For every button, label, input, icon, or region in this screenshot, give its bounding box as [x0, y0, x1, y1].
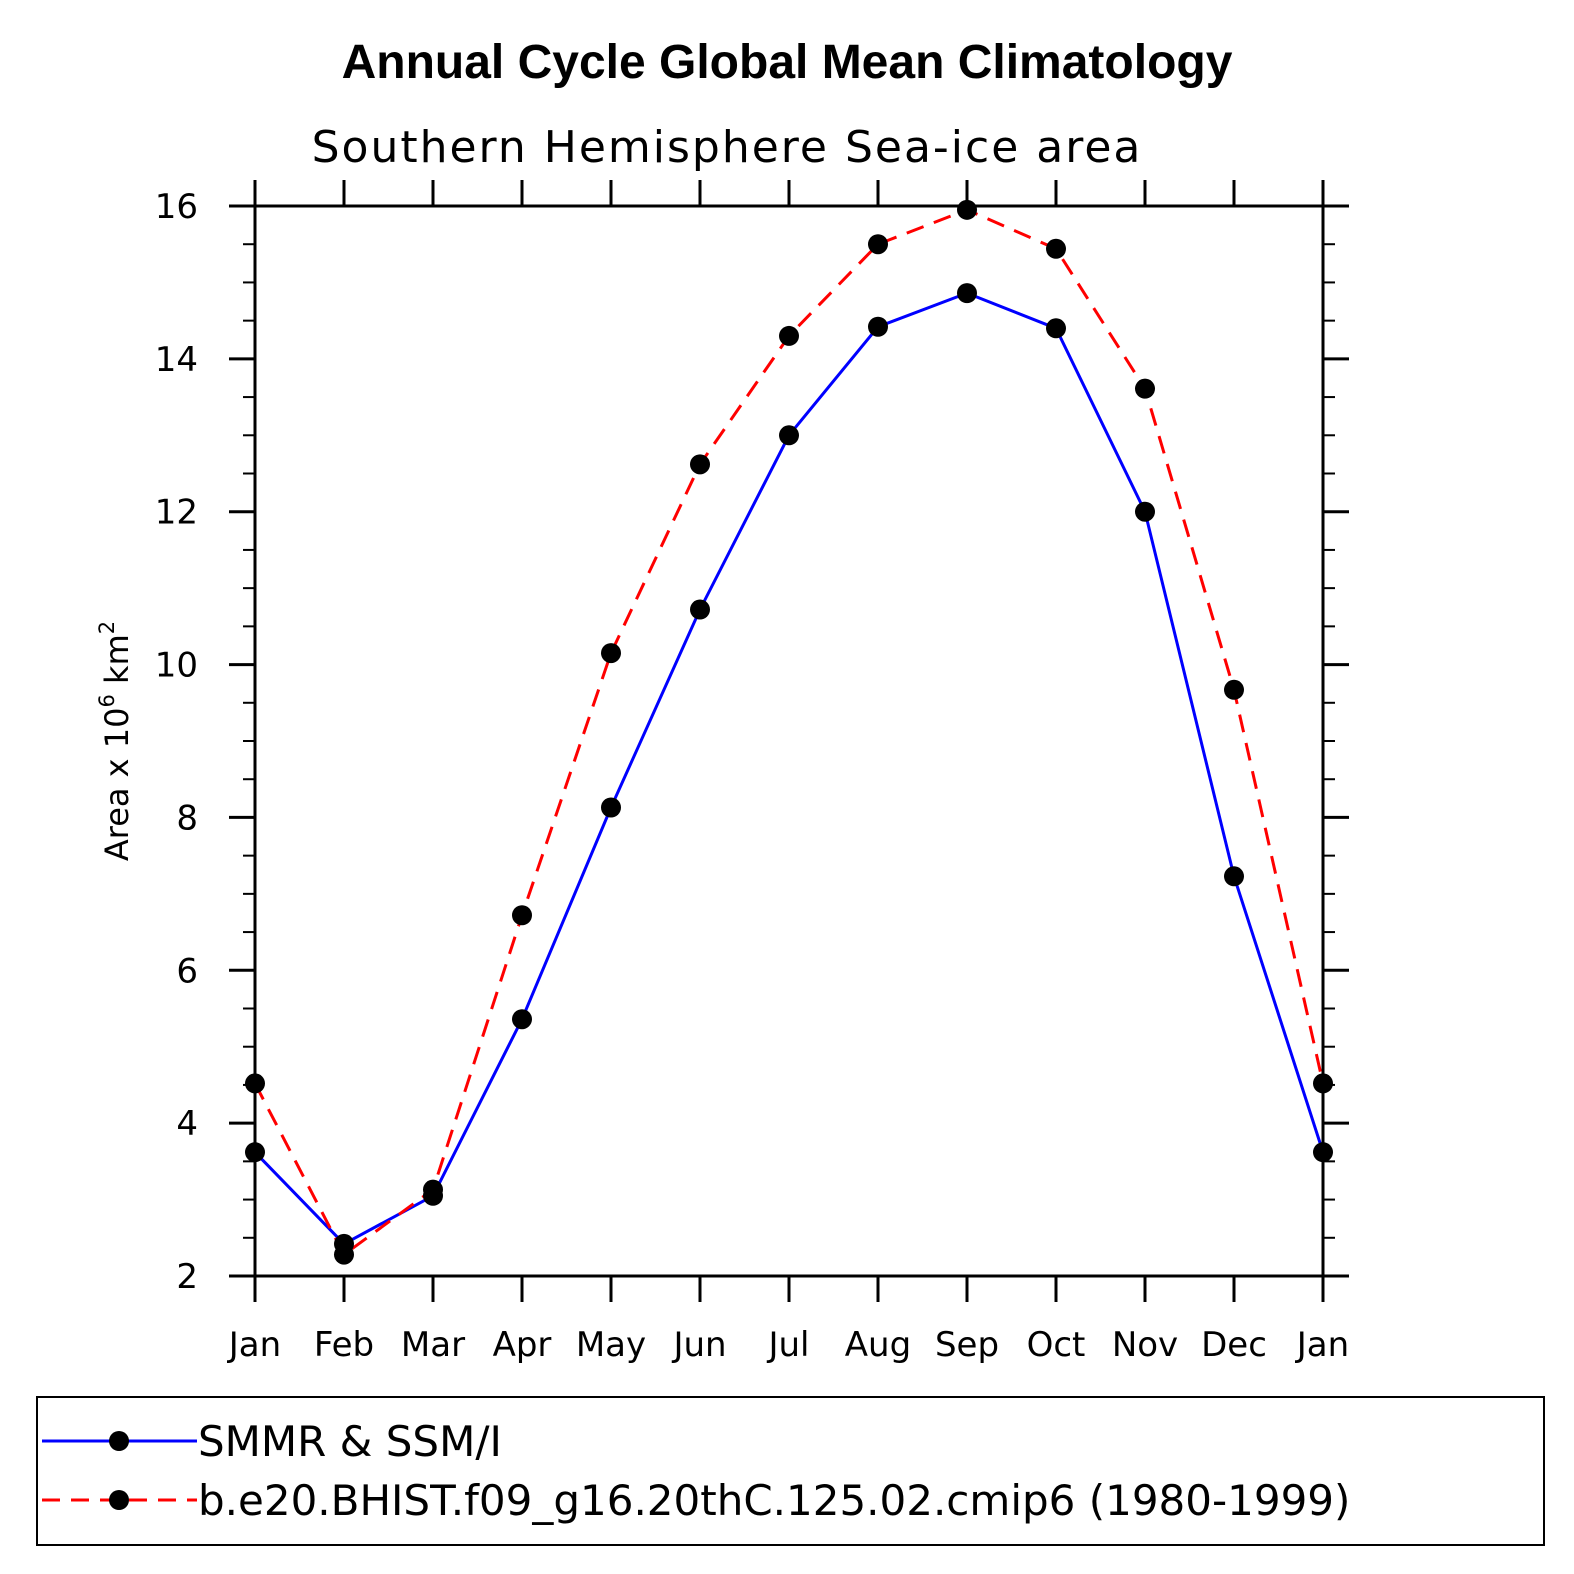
y-tick-label: 4 — [176, 1104, 198, 1144]
y-tick-label: 12 — [155, 493, 198, 533]
x-tick-label: Jun — [671, 1325, 726, 1365]
data-point-series-0 — [1224, 866, 1244, 887]
data-point-series-0 — [1046, 318, 1066, 339]
legend-box — [36, 1396, 1545, 1546]
x-tick-label: Mar — [401, 1325, 465, 1365]
y-tick-label: 16 — [155, 187, 198, 227]
y-axis-tick-labels: 2 4 6 8 10 12 14 16 — [155, 187, 198, 1297]
data-point-series-0 — [957, 283, 977, 304]
data-point-series-1 — [1224, 679, 1244, 700]
data-point-series-1 — [1313, 1073, 1333, 1094]
y-tick-label: 14 — [155, 340, 198, 380]
data-point-series-1 — [512, 905, 532, 926]
plot-frame — [253, 204, 1325, 1278]
data-point-series-0 — [868, 316, 888, 337]
chart-subtitle: Southern Hemisphere Sea-ice area — [312, 122, 1143, 173]
legend-marker-series-1 — [109, 1490, 129, 1510]
x-tick-label: Nov — [1112, 1325, 1178, 1365]
data-point-series-1 — [868, 234, 888, 255]
y-tick-label: 8 — [176, 798, 198, 838]
x-tick-label: Aug — [845, 1325, 911, 1365]
data-point-series-0 — [601, 797, 621, 818]
data-point-series-1 — [690, 454, 710, 475]
x-tick-label: Oct — [1027, 1325, 1086, 1365]
series-markers — [245, 199, 1333, 1265]
data-point-series-1 — [1135, 378, 1155, 399]
x-tick-label: Jul — [766, 1325, 809, 1365]
data-point-series-1 — [1046, 238, 1066, 259]
series-line-1 — [253, 208, 1325, 1257]
y-tick-label: 2 — [176, 1257, 198, 1297]
series-lines — [253, 208, 1325, 1257]
legend-label-series-1: b.e20.BHIST.f09_g16.20thC.125.02.cmip6 (… — [198, 1476, 1350, 1525]
data-point-series-0 — [1313, 1142, 1333, 1163]
data-point-series-1 — [601, 643, 621, 664]
y-axis-label-unit-exponent: 2 — [95, 621, 119, 634]
legend: SMMR & SSM/I b.e20.BHIST.f09_g16.20thC.1… — [36, 1396, 1545, 1546]
data-point-series-0 — [1135, 501, 1155, 522]
x-axis-tick-labels: Jan Feb Mar Apr May Jun Jul Aug Sep Oct Nov Dec Jan — [227, 1325, 1349, 1365]
data-point-series-0 — [779, 425, 799, 446]
x-tick-label: Jan — [1295, 1325, 1349, 1365]
legend-marker-series-0 — [109, 1431, 129, 1451]
x-tick-label: Dec — [1201, 1325, 1267, 1365]
data-point-series-0 — [512, 1009, 532, 1030]
data-point-series-0 — [690, 599, 710, 620]
data-point-series-1 — [245, 1073, 265, 1094]
y-axis-label-base: Area x 10 — [98, 707, 136, 861]
legend-label-series-0: SMMR & SSM/I — [198, 1417, 502, 1466]
y-axis-label: Area x 106 km2 — [95, 621, 136, 861]
y-tick-label: 10 — [155, 646, 198, 686]
data-point-series-1 — [423, 1179, 443, 1200]
chart-title: Annual Cycle Global Mean Climatology — [342, 36, 1233, 89]
y-axis-label-unit: km — [98, 634, 136, 694]
y-tick-label: 6 — [176, 951, 198, 991]
x-tick-label: Apr — [493, 1325, 552, 1365]
axis-ticks — [229, 180, 1349, 1302]
data-point-series-1 — [334, 1244, 354, 1265]
x-tick-label: Jan — [227, 1325, 281, 1365]
x-tick-label: May — [576, 1325, 646, 1365]
x-tick-label: Feb — [314, 1325, 374, 1365]
plot-area: Jan Feb Mar Apr May Jun Jul Aug Sep Oct Nov Dec Jan … — [155, 180, 1349, 1365]
data-point-series-1 — [957, 199, 977, 220]
y-axis-label-exponent: 6 — [95, 694, 119, 707]
data-point-series-0 — [245, 1142, 265, 1163]
x-tick-label: Sep — [935, 1325, 999, 1365]
data-point-series-1 — [779, 325, 799, 346]
